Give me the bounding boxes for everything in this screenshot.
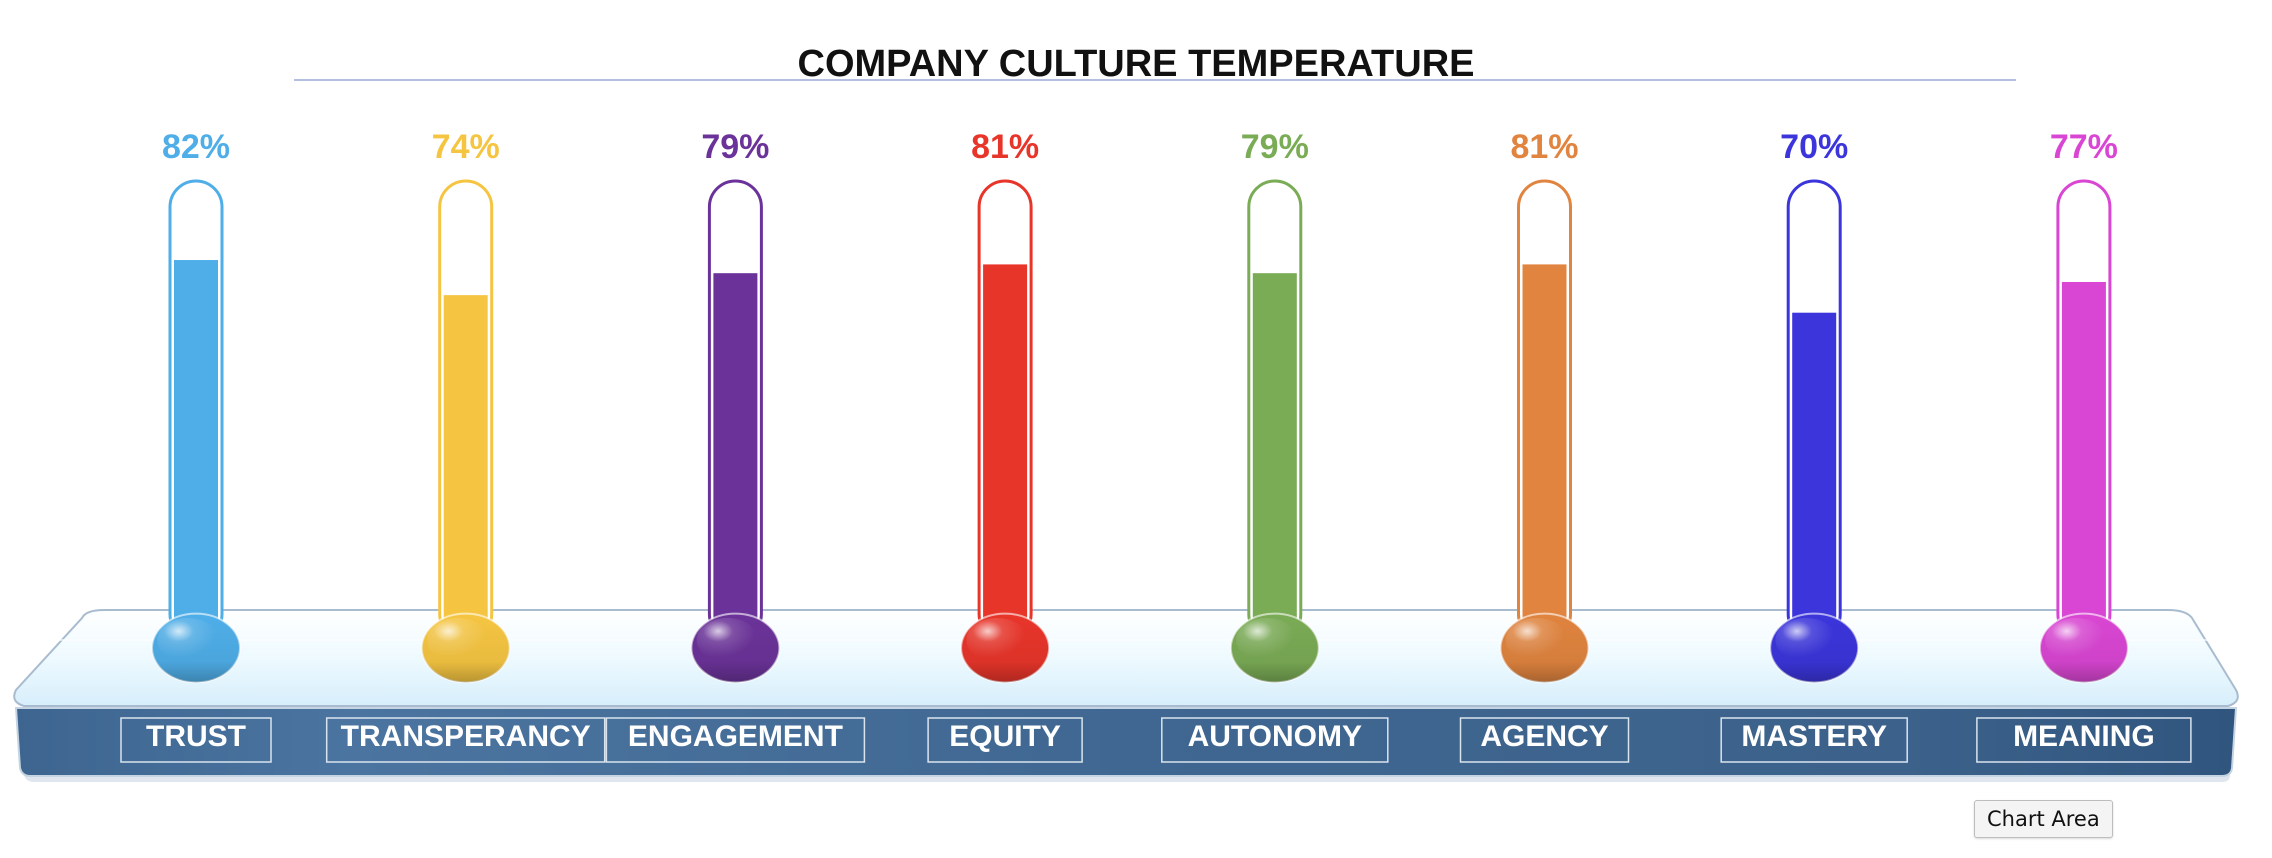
category-label: AUTONOMY [1188,720,1362,753]
thermometer-fill [983,264,1028,640]
thermometer-fill [443,295,488,640]
thermometer-fill [713,273,758,640]
category-label-box [1459,717,1630,763]
category-label-box [927,717,1083,763]
thermometer-equity: 81% EQUITY [927,128,1083,763]
value-label: 82% [162,128,230,166]
value-label: 70% [1780,128,1848,166]
category-label-box [1161,717,1389,763]
thermometer-fill [174,260,218,640]
thermometer-fill [1792,312,1837,640]
bulb-highlight [1775,618,1837,662]
thermometer-fill [1252,273,1297,640]
value-label: 79% [701,128,769,166]
thermometer-agency: 81% AGENCY [1459,128,1630,763]
category-label: TRANSPERANCY [341,720,591,753]
value-label: 81% [1510,128,1578,166]
thermometer-meaning: 77% MEANING [1976,128,2192,763]
category-label: MASTERY [1741,720,1887,753]
thermometer-autonomy: 79% AUTONOMY [1161,128,1389,763]
platform [13,609,2239,782]
value-label: 77% [2050,128,2118,166]
bulb-highlight [696,618,759,662]
category-label-box [1720,717,1908,763]
category-label: EQUITY [949,720,1061,753]
chart-title: COMPANY CULTURE TEMPERATURE [798,43,1475,85]
thermometer-engagement: 79% ENGAGEMENT [605,128,866,763]
category-label-box [605,717,866,763]
bulb-highlight [2045,618,2107,662]
thermometer-fill [2061,281,2106,640]
thermometer-fill [1522,264,1567,640]
bulb-highlight [1236,618,1298,662]
category-label-box [325,717,606,763]
thermometer-mastery: 70% MASTERY [1720,128,1908,763]
chart-area-tooltip: Chart Area [1974,800,2113,838]
category-label-box [120,717,272,763]
value-label: 81% [971,128,1039,166]
value-label: 74% [432,128,500,166]
category-label: AGENCY [1480,720,1608,753]
bulb-highlight [157,618,219,662]
bulb-highlight [1505,618,1568,662]
thermometer-trust: 82% TRUST [120,128,272,763]
value-label: 79% [1241,128,1309,166]
thermometer-transperancy: 74% TRANSPERANCY [325,128,606,763]
bulb-highlight [426,618,489,662]
bulb-highlight [966,618,1028,662]
category-label-box [1976,717,2192,763]
category-label: MEANING [2013,720,2155,753]
category-label: ENGAGEMENT [628,720,843,753]
category-label: TRUST [146,720,246,753]
